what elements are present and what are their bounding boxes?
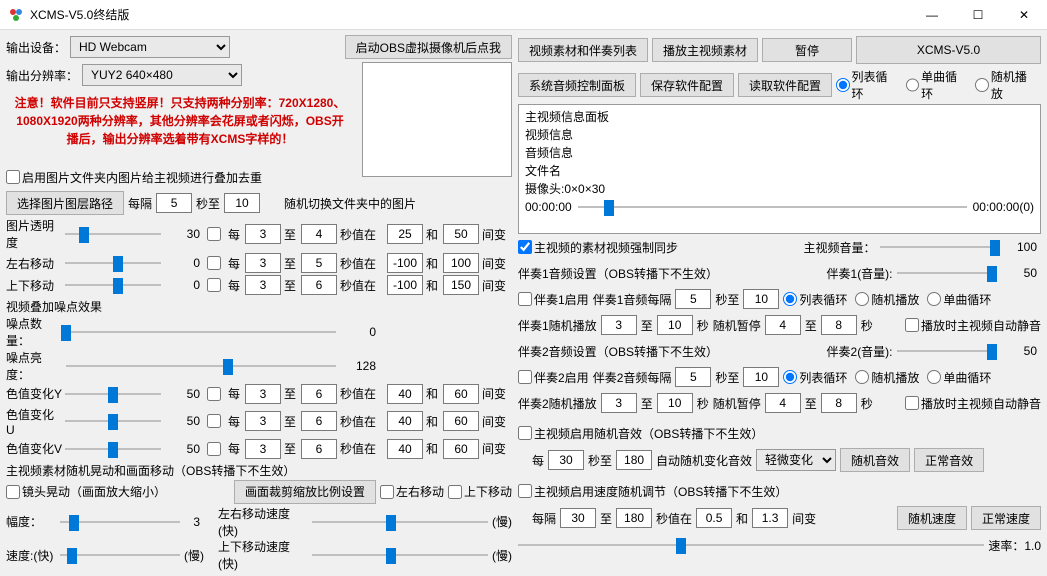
- save-config-button[interactable]: 保存软件配置: [640, 73, 734, 97]
- select-path-button[interactable]: 选择图片图层路径: [6, 191, 124, 215]
- app-icon: [8, 7, 24, 23]
- force-sync-checkbox[interactable]: [518, 240, 532, 254]
- titlebar: XCMS-V5.0终结版 — ☐ ✕: [0, 0, 1047, 30]
- random-fx-button[interactable]: 随机音效: [840, 448, 910, 472]
- random-fx-checkbox[interactable]: [518, 426, 532, 440]
- preview-box: [362, 62, 512, 177]
- minimize-button[interactable]: —: [909, 0, 955, 30]
- main-info-panel: 主视频信息面板 视频信息 音频信息 文件名 摄像头:0×0×30 00:00:0…: [518, 104, 1041, 234]
- main-volume-slider[interactable]: [880, 238, 997, 256]
- maximize-button[interactable]: ☐: [955, 0, 1001, 30]
- random-speed-button[interactable]: 随机速度: [897, 506, 967, 530]
- play-main-button[interactable]: 播放主视频素材: [652, 38, 758, 62]
- interval-a-input[interactable]: [156, 193, 192, 213]
- loop-list-radio[interactable]: [836, 78, 849, 92]
- loop-single-radio[interactable]: [906, 78, 919, 92]
- output-resolution-select[interactable]: YUY2 640×480: [82, 64, 242, 86]
- acc2-enable-checkbox[interactable]: [518, 370, 532, 384]
- window-title: XCMS-V5.0终结版: [30, 6, 129, 23]
- load-config-button[interactable]: 读取软件配置: [738, 73, 832, 97]
- start-obs-button[interactable]: 启动OBS虚拟摄像机后点我: [345, 35, 512, 59]
- output-device-select[interactable]: HD Webcam: [70, 36, 230, 58]
- material-list-button[interactable]: 视频素材和伴奏列表: [518, 38, 648, 62]
- rate-slider[interactable]: [518, 536, 984, 554]
- udmove-slider[interactable]: [65, 276, 161, 294]
- timeline-slider[interactable]: [578, 198, 967, 216]
- lrmove-slider[interactable]: [65, 254, 161, 272]
- crop-scale-button[interactable]: 画面裁剪缩放比例设置: [234, 480, 376, 504]
- output-resolution-label: 输出分辨率：: [6, 67, 78, 84]
- noise-count-slider[interactable]: [66, 323, 336, 341]
- opacity-each-checkbox[interactable]: [207, 227, 221, 241]
- fx-type-select[interactable]: 轻微变化: [756, 449, 836, 471]
- warning-text: 注意！软件目前只支持竖屏！只支持两种分别率：720X1280、1080X1920…: [6, 88, 354, 154]
- loop-random-radio[interactable]: [975, 78, 988, 92]
- opacity-slider[interactable]: [65, 225, 161, 243]
- close-button[interactable]: ✕: [1001, 0, 1047, 30]
- acc1-enable-checkbox[interactable]: [518, 292, 532, 306]
- acc2-volume-slider[interactable]: [897, 342, 997, 360]
- lens-shake-checkbox[interactable]: [6, 485, 20, 499]
- output-device-label: 输出设备：: [6, 39, 66, 56]
- random-speed-checkbox[interactable]: [518, 484, 532, 498]
- opacity-label: 图片透明度: [6, 217, 62, 251]
- acc1-volume-slider[interactable]: [897, 264, 997, 282]
- normal-speed-button[interactable]: 正常速度: [971, 506, 1041, 530]
- normal-fx-button[interactable]: 正常音效: [914, 448, 984, 472]
- noise-bright-slider[interactable]: [66, 357, 336, 375]
- brand-button[interactable]: XCMS-V5.0: [856, 36, 1041, 64]
- sys-audio-button[interactable]: 系统音频控制面板: [518, 73, 636, 97]
- interval-b-input[interactable]: [224, 193, 260, 213]
- overlay-enable-checkbox[interactable]: [6, 170, 20, 184]
- pause-button[interactable]: 暂停: [762, 38, 852, 62]
